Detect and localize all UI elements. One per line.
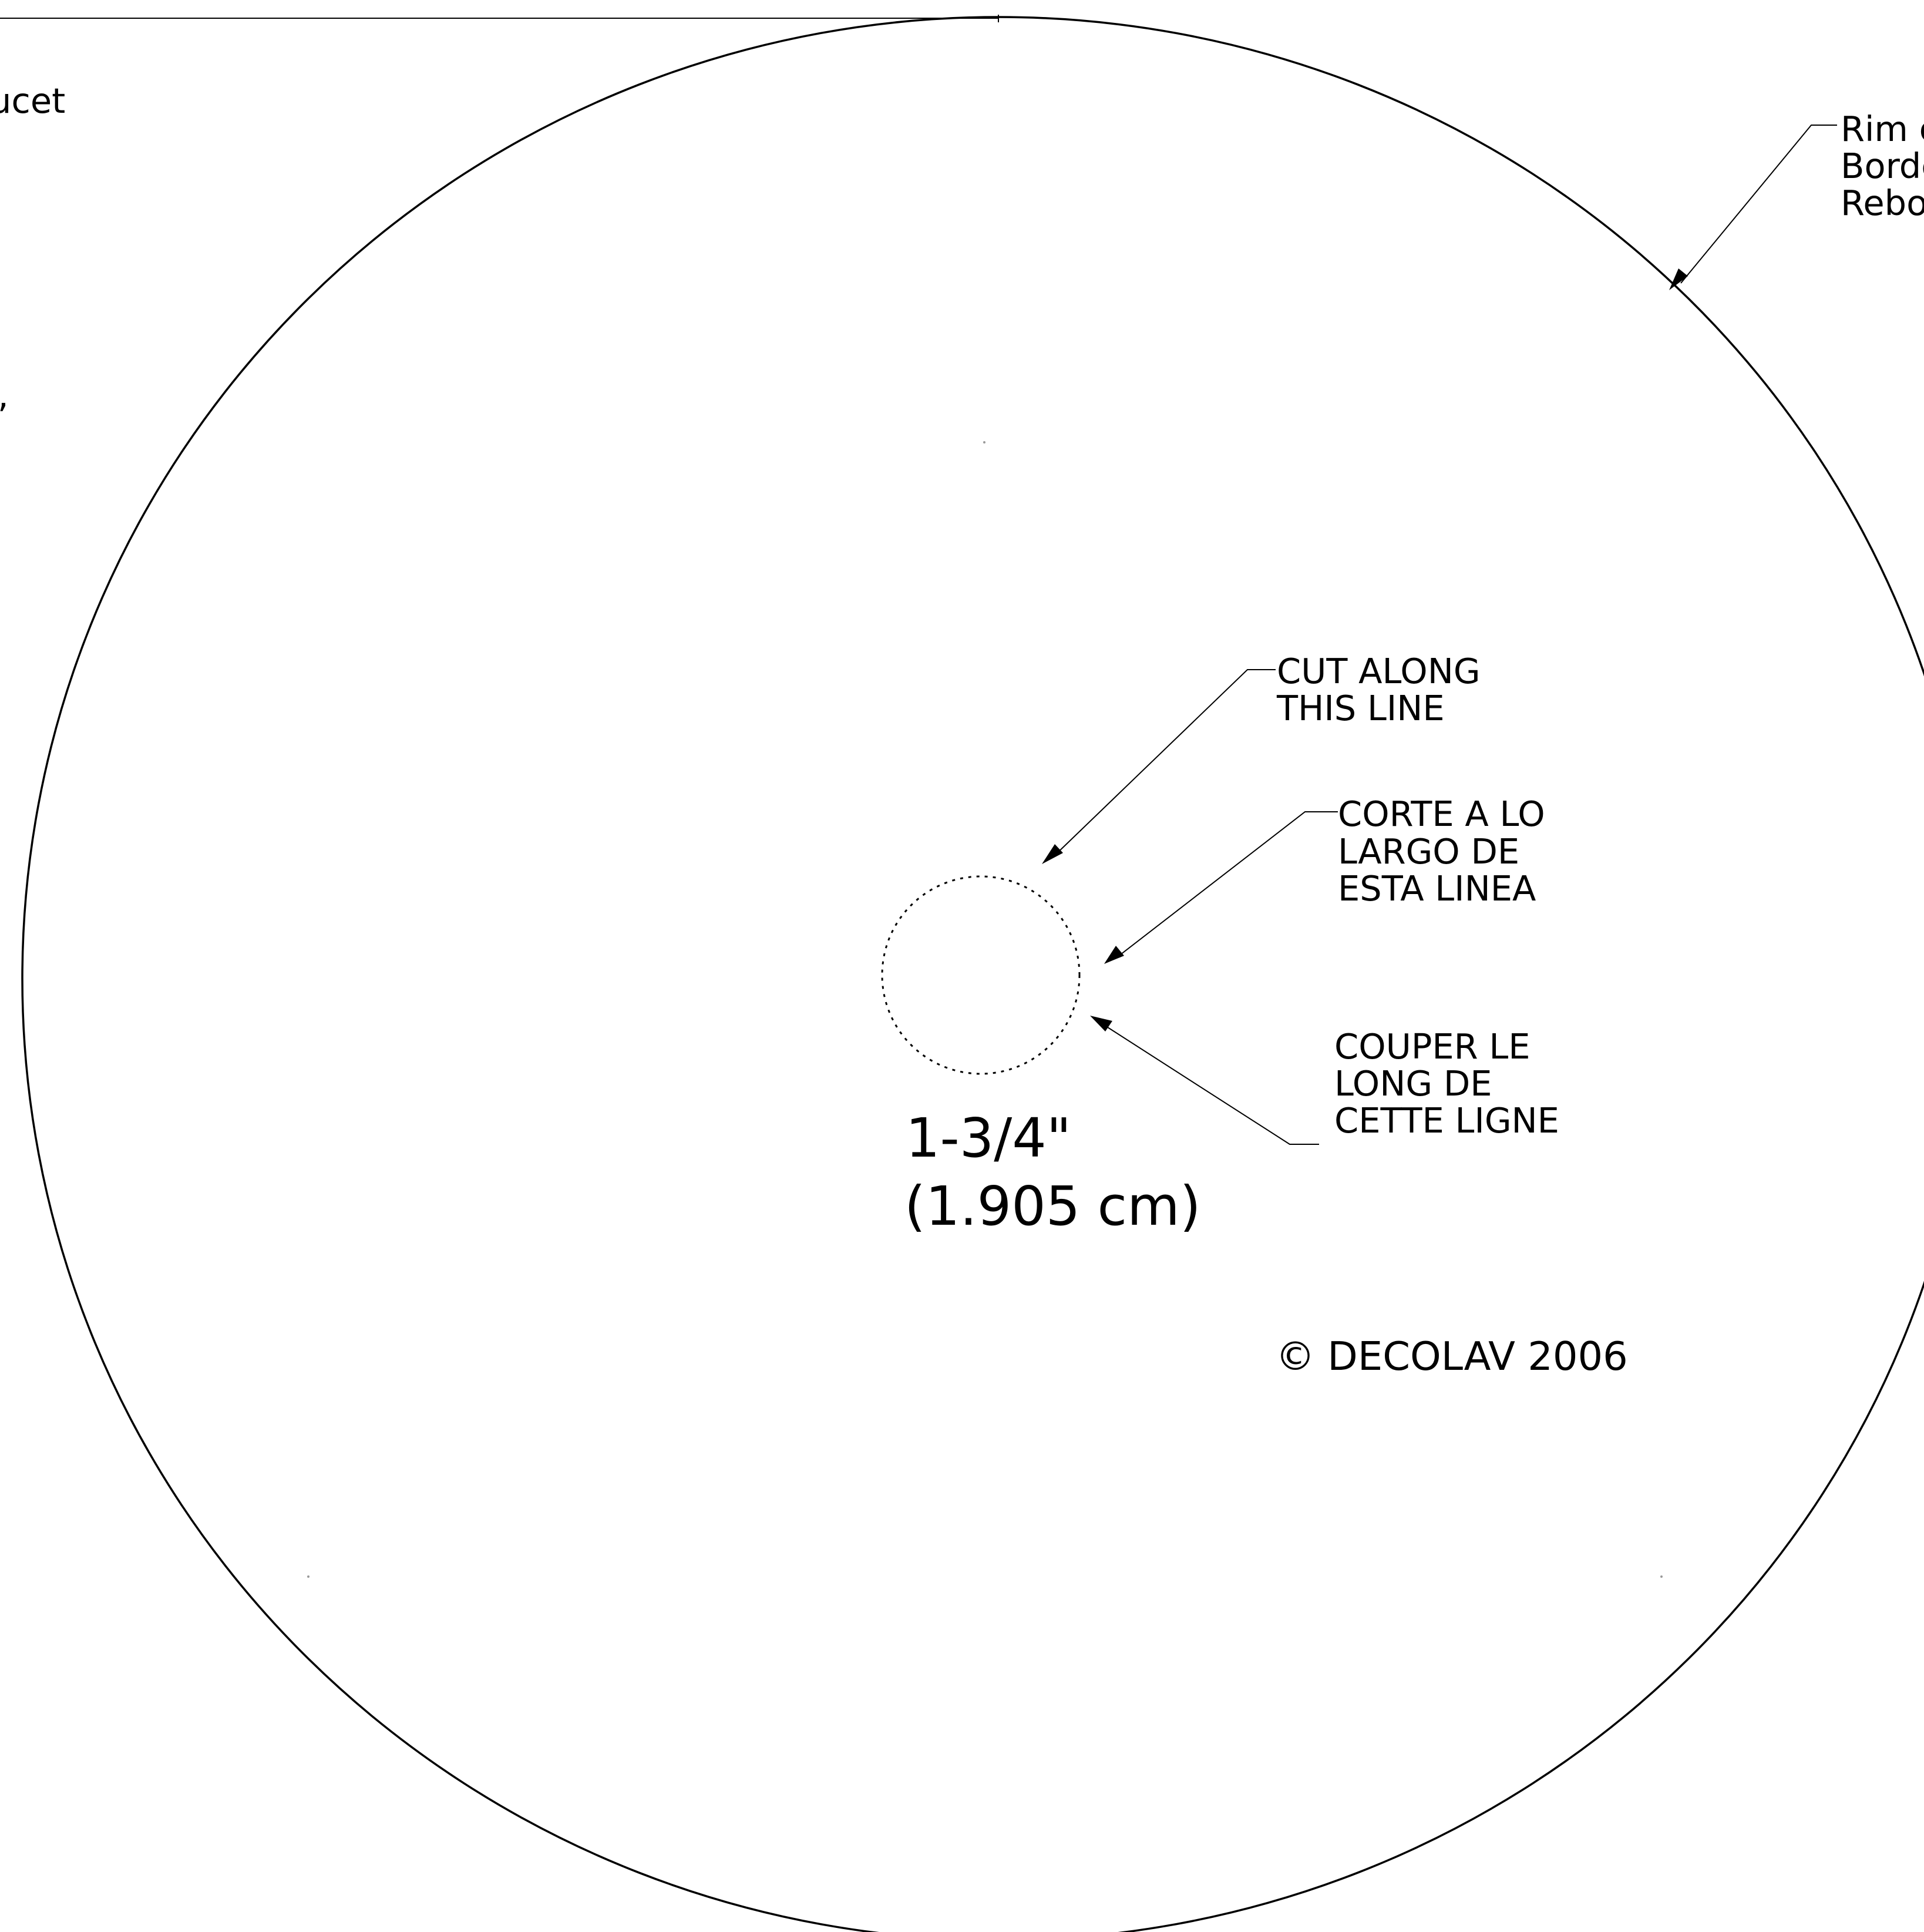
cut-es-label-line-3: ESTA LINEA (1338, 868, 1536, 909)
cut-es-label-line-1: CORTE A LO (1338, 794, 1545, 834)
cut-es-leader-arrowhead (1104, 946, 1124, 964)
dimension-centimeters: (1.905 cm) (904, 1175, 1201, 1238)
rim-leader-line (1680, 125, 1837, 284)
rim-label-line-2: Borde (1841, 146, 1924, 186)
dimension-inches: 1-3/4" (906, 1107, 1071, 1170)
cut-en-leader-line (1053, 669, 1276, 857)
rim-circle (21, 16, 1924, 1932)
reference-dot-top (983, 441, 985, 443)
reference-dot-right (1660, 1575, 1663, 1578)
left-text-fragment-comma: , (0, 375, 9, 415)
rim-leader-arrowhead (1669, 268, 1688, 290)
copyright-text: © DECOLAV 2006 (1276, 1333, 1628, 1379)
rim-label-line-1: Rim c (1841, 109, 1924, 149)
cut-fr-leader-arrowhead (1090, 1016, 1112, 1031)
left-text-fragment: ucet (0, 80, 65, 121)
cut-circle (881, 875, 1081, 1075)
cut-en-leader-arrowhead (1042, 844, 1063, 864)
cut-en-label-line-2: THIS LINE (1276, 688, 1445, 728)
cut-fr-label-line-3: CETTE LIGNE (1334, 1100, 1559, 1141)
cut-en-label-line-1: CUT ALONG (1277, 651, 1481, 691)
cut-es-label-line-2: LARGO DE (1338, 831, 1519, 872)
cut-fr-label-line-1: COUPER LE (1334, 1026, 1531, 1067)
cut-fr-leader-line (1104, 1024, 1319, 1145)
cut-es-leader-line (1118, 811, 1338, 957)
cut-fr-label-line-2: LONG DE (1334, 1063, 1492, 1104)
rim-label-line-3: Rebo (1841, 183, 1924, 223)
reference-dot-left (307, 1575, 310, 1578)
